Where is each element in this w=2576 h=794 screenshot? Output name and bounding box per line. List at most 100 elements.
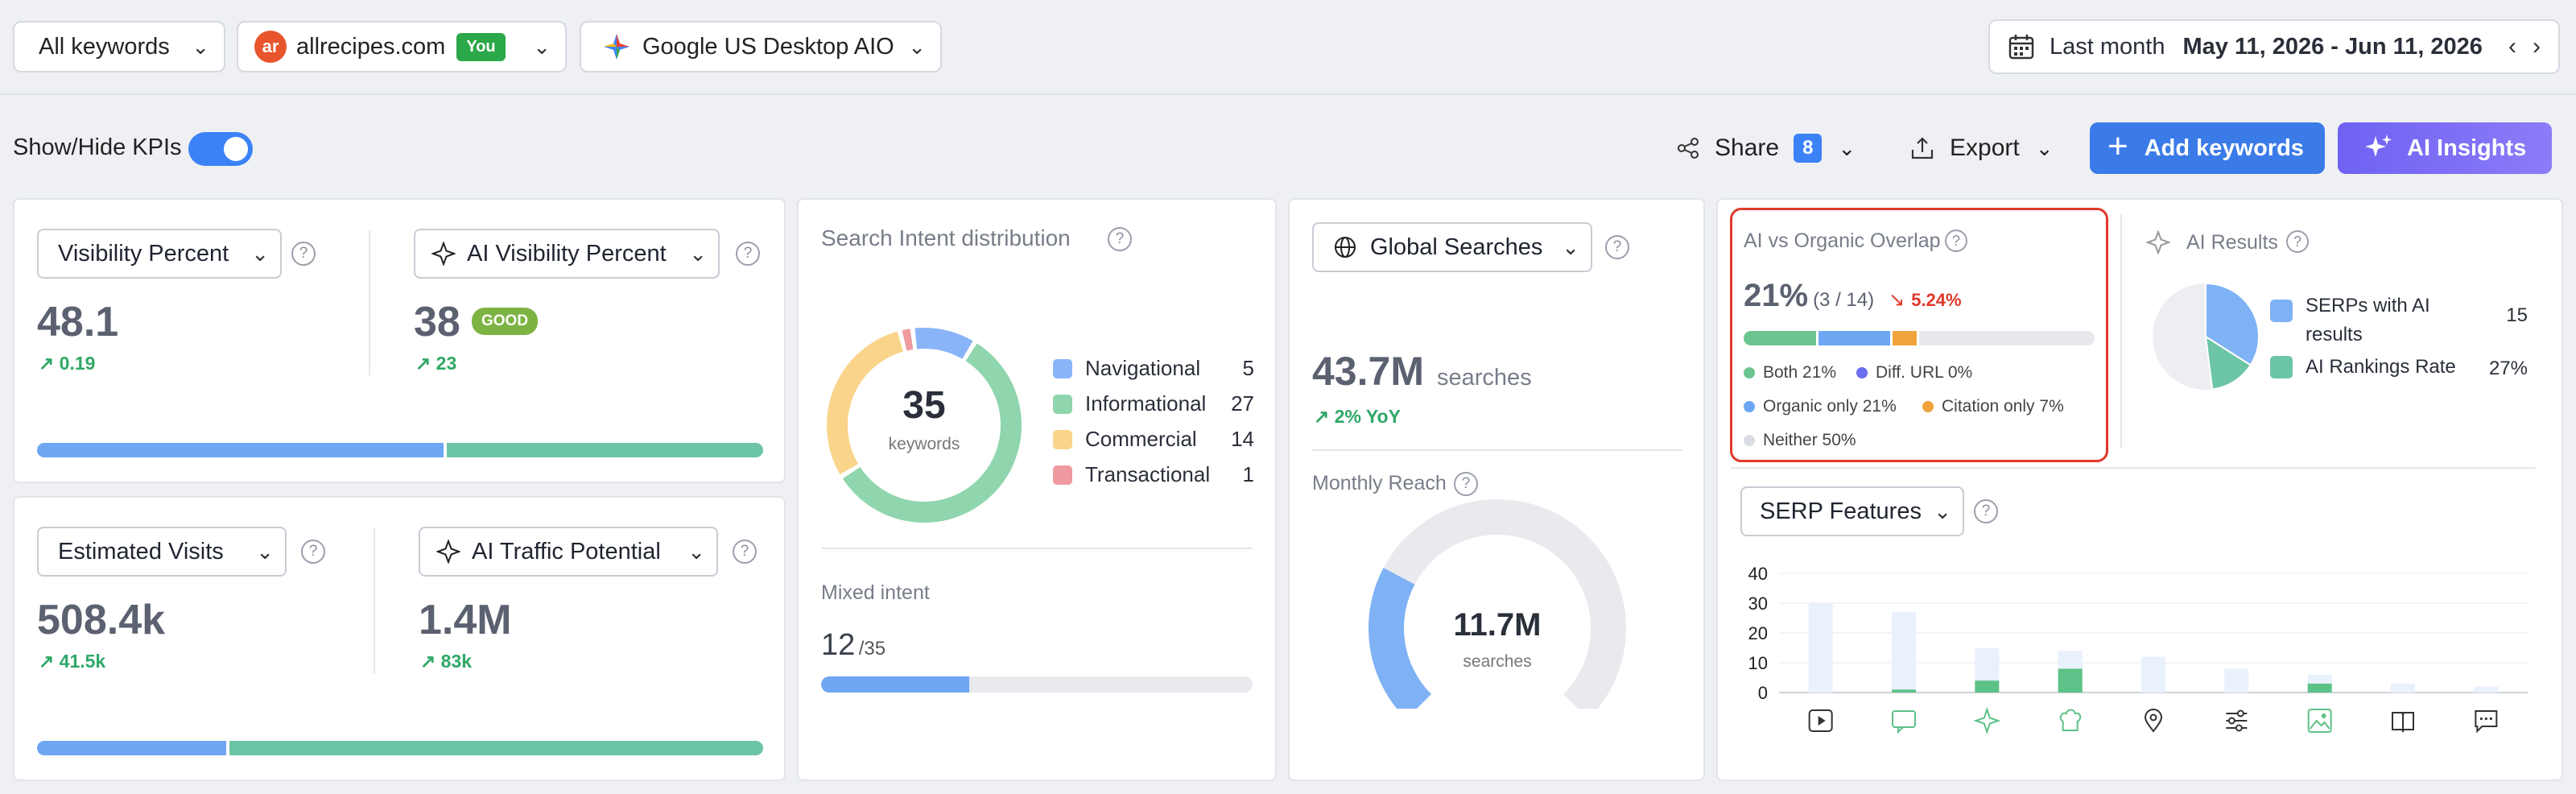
visibility-metric-select[interactable]: Visibility Percent ⌄: [37, 229, 282, 279]
serp-features-label: SERP Features: [1760, 498, 1922, 524]
divider: [1312, 449, 1682, 451]
visibility-delta-value: 0.19: [59, 353, 96, 374]
visits-bar-right: [229, 741, 763, 755]
bar-reviews-total: [1892, 612, 1916, 693]
legend-count: 14: [1231, 427, 1254, 451]
visits-metric-label: Estimated Visits: [58, 538, 224, 564]
legend-ai-rankings: AI Rankings Rate: [2270, 356, 2456, 378]
chevron-left-icon[interactable]: ‹: [2508, 33, 2516, 60]
searches-metric-select[interactable]: Global Searches ⌄: [1312, 222, 1592, 272]
bar-images-ai: [2307, 683, 2332, 693]
date-range-picker[interactable]: Last month May 11, 2026 - Jun 11, 2026 ‹…: [1988, 19, 2560, 74]
visits-metric-select[interactable]: Estimated Visits ⌄: [37, 527, 287, 577]
local-pack-icon: [2144, 709, 2163, 733]
mixed-intent-value: 12 /35: [821, 628, 886, 663]
help-icon[interactable]: ?: [736, 242, 760, 266]
mixed-intent-track: [821, 676, 1253, 693]
share-button[interactable]: Share 8 ⌄: [1676, 122, 1869, 174]
legend-organic-label: Organic only 21%: [1763, 397, 1897, 416]
legend-dot: [1744, 435, 1755, 446]
chevron-down-icon: ⌄: [689, 241, 707, 266]
visibility-delta: ↗ 0.19: [39, 353, 95, 374]
engine-select[interactable]: Google US Desktop AIO ⌄: [580, 21, 942, 72]
overlap-title: AI vs Organic Overlap: [1744, 230, 1941, 252]
legend-dot: [1856, 367, 1868, 378]
help-icon[interactable]: ?: [2286, 230, 2309, 253]
globe-icon: [1335, 237, 1356, 258]
legend-count: 27: [1231, 391, 1254, 416]
ai-visibility-delta-value: 23: [436, 353, 457, 374]
visits-delta-value: 41.5k: [59, 651, 106, 672]
visits-bar-left: [37, 741, 226, 755]
searches-unit: searches: [1436, 365, 1532, 391]
help-icon[interactable]: ?: [1605, 235, 1629, 259]
ai-results-title: AI Results: [2186, 231, 2278, 254]
trend-up-icon: ↗: [415, 353, 431, 374]
toggle-knob: [224, 137, 248, 161]
visibility-metric-label: Visibility Percent: [58, 240, 229, 267]
overlap-segment: [1818, 331, 1891, 345]
add-keywords-label: Add keywords: [2144, 134, 2304, 161]
ai-results-pie: [2153, 282, 2260, 391]
donut-slice-transactional: [902, 329, 914, 351]
help-icon[interactable]: ?: [301, 540, 325, 564]
help-icon[interactable]: ?: [1945, 230, 1967, 252]
legend-label: Informational: [1085, 391, 1207, 416]
searches-card: Global Searches ⌄ ? 43.7M searches ↗ 2% …: [1288, 198, 1705, 781]
searches-yoy-value: 2% YoY: [1334, 406, 1401, 427]
good-badge: GOOD: [472, 308, 539, 335]
ai-traffic-metric-select[interactable]: AI Traffic Potential ⌄: [419, 527, 718, 577]
help-icon[interactable]: ?: [733, 540, 757, 564]
visibility-bar-left: [37, 443, 444, 457]
searches-yoy: ↗ 2% YoY: [1314, 406, 1401, 428]
visibility-split-bar: [37, 443, 763, 457]
recipes-icon: [2059, 709, 2082, 731]
overlap-segment: [1744, 331, 1816, 345]
legend-swatch: [1053, 429, 1072, 449]
trend-down-icon: ↘: [1889, 289, 1905, 311]
share-label: Share: [1715, 134, 1780, 161]
sparkle-icon: [431, 242, 456, 266]
ai-visibility-metric-select[interactable]: AI Visibility Percent ⌄: [414, 229, 720, 279]
bar-discussions-total: [2474, 686, 2499, 693]
domain-select[interactable]: ar allrecipes.com You ⌄: [237, 21, 567, 72]
date-range-label: May 11, 2026 - Jun 11, 2026: [2182, 33, 2483, 60]
kpi-toggle[interactable]: [188, 132, 253, 166]
pie-slice-ai-rankings: [2204, 335, 2252, 391]
legend-diff-label: Diff. URL 0%: [1876, 363, 1973, 382]
donut-slice-navigational: [914, 328, 973, 359]
legend-dot: [1744, 367, 1755, 378]
period-label: Last month: [2050, 33, 2165, 60]
bar-ai-overview-ai: [1975, 680, 2000, 693]
help-icon[interactable]: ?: [1974, 499, 1998, 523]
donut-slice-commercial: [827, 331, 904, 475]
serp-features-select[interactable]: SERP Features ⌄: [1740, 486, 1964, 536]
y-tick-label: 40: [1748, 564, 1768, 584]
legend-label: Transactional: [1085, 462, 1211, 486]
y-tick-label: 30: [1748, 593, 1768, 614]
y-tick-label: 20: [1748, 623, 1768, 643]
export-button[interactable]: Export ⌄: [1909, 122, 2070, 174]
help-icon[interactable]: ?: [291, 242, 316, 266]
chevron-right-icon[interactable]: ›: [2533, 33, 2541, 60]
ai-insights-button[interactable]: AI Insights: [2338, 122, 2552, 174]
you-badge: You: [456, 32, 506, 61]
help-icon[interactable]: ?: [1108, 227, 1132, 251]
visits-value: 508.4k: [37, 597, 166, 643]
legend-diff: Diff. URL 0%: [1856, 363, 1972, 383]
chevron-down-icon: ⌄: [1838, 135, 1856, 160]
serps-ai-label-2: results: [2306, 324, 2363, 345]
overlap-stacked-bar: [1744, 331, 2095, 345]
divider: [374, 528, 375, 673]
legend-label: Commercial: [1085, 427, 1197, 451]
help-icon[interactable]: ?: [1454, 472, 1478, 496]
legend-swatch: [1053, 358, 1072, 378]
legend-citation-label: Citation only 7%: [1942, 397, 2064, 416]
add-keywords-button[interactable]: + Add keywords: [2090, 122, 2325, 174]
plus-icon: +: [2107, 126, 2128, 166]
legend-neither-label: Neither 50%: [1763, 431, 1856, 449]
legend-citation: Citation only 7%: [1922, 397, 2064, 416]
knowledge-icon: [2392, 712, 2414, 734]
keywords-select[interactable]: All keywords ⌄: [13, 21, 225, 72]
intent-title: Search Intent distribution: [821, 225, 1071, 250]
